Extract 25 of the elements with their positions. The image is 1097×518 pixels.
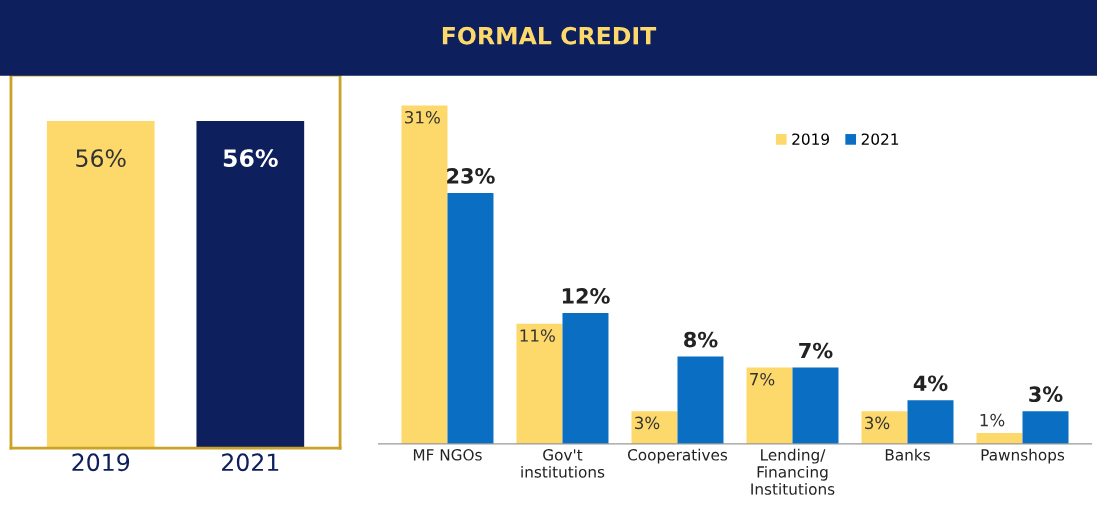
x-tick-label: Lending/ Financing Institutions — [751, 448, 835, 495]
data-label: 8% — [684, 331, 718, 348]
data-label: 31% — [405, 110, 440, 124]
x-tick-label: Gov't institutions — [521, 449, 605, 478]
data-label: 23% — [447, 168, 495, 184]
x-tick-label: 2019 — [72, 453, 130, 472]
x-tick-label: Pawnshops — [981, 448, 1065, 464]
x-tick-label: MF NGOs — [413, 449, 482, 461]
data-label: 12% — [562, 288, 610, 304]
x-tick-label: Banks — [885, 448, 930, 461]
data-label: 3% — [1029, 386, 1063, 403]
data-label: 3% — [865, 416, 890, 430]
x-tick-label: 2021 — [222, 453, 279, 472]
data-label: 3% — [635, 416, 660, 430]
chart-title: FORMAL CREDIT — [442, 26, 657, 45]
data-label: 56% — [223, 149, 278, 168]
data-label: 56% — [76, 149, 126, 168]
legend-label: 2021 — [861, 133, 899, 145]
legend-label: 2019 — [792, 133, 829, 145]
data-label: 11% — [520, 329, 555, 342]
x-tick-label: Cooperatives — [627, 448, 728, 464]
data-label: 7% — [750, 372, 775, 386]
data-label: 1% — [980, 413, 1005, 427]
data-label: 7% — [799, 342, 833, 359]
data-label: 4% — [913, 375, 948, 392]
